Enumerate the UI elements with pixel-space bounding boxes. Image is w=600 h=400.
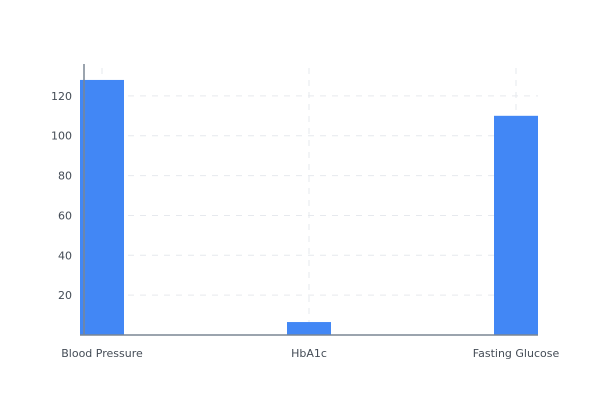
y-tick-label: 60	[58, 209, 72, 222]
y-tick-label: 20	[58, 289, 72, 302]
bar-blood-pressure	[80, 79, 124, 335]
y-tick-label: 100	[51, 130, 72, 143]
axes	[80, 64, 538, 336]
bars	[80, 79, 538, 335]
x-tick-label: HbA1c	[291, 347, 327, 360]
x-tick-labels: Blood Pressure HbA1c Fasting Glucose	[61, 347, 559, 360]
y-tick-label: 40	[58, 249, 72, 262]
x-tick-label: Blood Pressure	[61, 347, 143, 360]
y-tick-label: 80	[58, 170, 72, 183]
y-tick-labels: 20 40 60 80 100 120	[51, 90, 72, 302]
bar-fasting-glucose	[494, 115, 538, 335]
y-tick-label: 120	[51, 90, 72, 103]
bar-hba1c	[287, 322, 331, 335]
grid	[80, 68, 538, 335]
x-tick-label: Fasting Glucose	[473, 347, 560, 360]
